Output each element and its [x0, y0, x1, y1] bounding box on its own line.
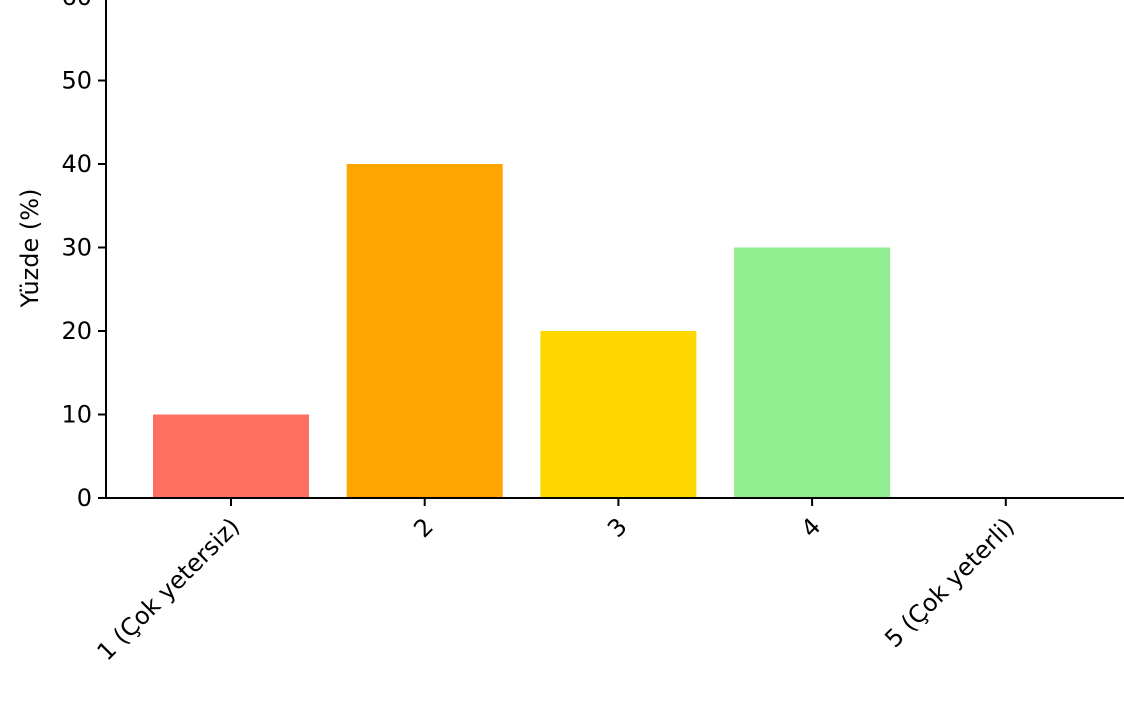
y-tick-label: 60	[61, 0, 92, 11]
y-axis-ticks: 0 10 20 30 40 50 60	[61, 0, 106, 512]
bars	[153, 164, 891, 498]
y-tick-label: 40	[61, 150, 92, 178]
y-tick-label: 10	[61, 401, 92, 429]
x-tick-label: 5 (Çok yeterli)	[879, 512, 1020, 653]
x-tick-label: 4	[796, 512, 827, 543]
y-tick-label: 0	[77, 484, 92, 512]
y-axis-title: Yüzde (%)	[16, 189, 44, 309]
bar-1	[153, 414, 309, 498]
bar-2	[346, 164, 503, 498]
bar-3	[540, 331, 697, 498]
y-tick-label: 30	[61, 234, 92, 262]
x-tick-label: 3	[602, 512, 633, 543]
x-axis-ticks: 1 (Çok yetersiz) 2 3 4 5 (Çok yeterli)	[92, 498, 1020, 666]
y-tick-label: 20	[61, 317, 92, 345]
y-tick-label: 50	[61, 67, 92, 95]
x-tick-label: 2	[408, 512, 439, 543]
x-tick-label: 1 (Çok yetersiz)	[92, 512, 246, 666]
bar-4	[734, 247, 891, 498]
